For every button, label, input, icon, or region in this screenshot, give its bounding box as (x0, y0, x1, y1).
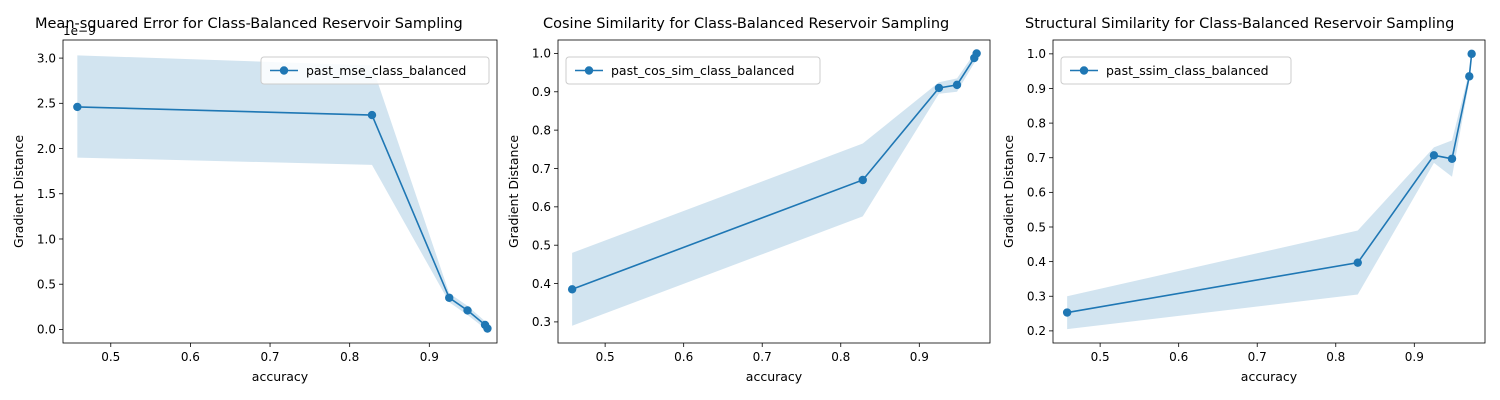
y-tick-label: 0.7 (1027, 151, 1046, 165)
y-tick-label: 0.5 (532, 238, 551, 252)
y-tick-label: 0.9 (1027, 82, 1046, 96)
y-tick-label: 0.9 (532, 85, 551, 99)
y-tick-label: 0.5 (37, 278, 56, 292)
y-tick-label: 0.6 (1027, 186, 1046, 200)
y-tick-label: 0.7 (532, 162, 551, 176)
x-tick-label: 0.9 (420, 350, 439, 364)
y-axis-label: Gradient Distance (1001, 135, 1016, 248)
y-tick-label: 0.8 (1027, 116, 1046, 130)
x-tick-label: 0.6 (181, 350, 200, 364)
x-axis-label: accuracy (746, 369, 803, 384)
data-point (934, 83, 944, 93)
y-tick-label: 3.0 (37, 51, 56, 65)
legend-label: past_cos_sim_class_balanced (611, 63, 794, 78)
chart-title: Mean-squared Error for Class-Balanced Re… (35, 16, 463, 32)
x-axis-label: accuracy (1241, 369, 1298, 384)
data-point (1467, 49, 1476, 59)
x-tick-label: 0.5 (1091, 350, 1110, 364)
legend: past_ssim_class_balanced (1060, 56, 1292, 85)
x-tick-label: 0.6 (1169, 350, 1188, 364)
y-tick-label: 0.3 (1027, 290, 1046, 304)
legend-box (565, 56, 821, 85)
plot-frame (557, 39, 991, 344)
x-tick-label: 0.9 (1405, 350, 1424, 364)
legend-marker (279, 66, 289, 75)
y-tick-label: 2.0 (37, 142, 56, 156)
legend-box (260, 56, 490, 85)
legend: past_cos_sim_class_balanced (565, 56, 821, 85)
legend-label: past_ssim_class_balanced (1106, 63, 1269, 78)
y-tick-label: 1.5 (37, 187, 56, 201)
chart-title: Structural Similarity for Class-Balanced… (1025, 16, 1454, 32)
data-point (1353, 258, 1362, 267)
y-tick-label: 0.4 (1027, 255, 1046, 269)
confidence-band (77, 55, 488, 331)
data-point (858, 175, 867, 185)
x-tick-label: 0.5 (101, 350, 120, 364)
data-point (972, 49, 981, 58)
y-axis-label: Gradient Distance (506, 135, 521, 248)
x-tick-label: 0.8 (340, 350, 359, 364)
data-point (952, 80, 962, 90)
data-point (1447, 154, 1457, 163)
data-point (1429, 151, 1439, 160)
y-tick-label: 1.0 (1027, 47, 1046, 61)
plot-frame (1052, 39, 1486, 344)
y-tick-label: 0.3 (532, 315, 551, 329)
chart-panel-3: Structural Similarity for Class-Balanced… (1001, 16, 1486, 384)
legend-marker (584, 66, 594, 75)
legend-box (1060, 56, 1292, 85)
confidence-band (572, 52, 977, 326)
data-point (73, 102, 82, 112)
x-tick-label: 0.9 (910, 350, 929, 364)
y-tick-label: 0.5 (1027, 220, 1046, 234)
y-offset-text: 1e−9 (63, 24, 96, 38)
y-tick-label: 0.6 (532, 200, 551, 214)
x-tick-label: 0.6 (674, 350, 693, 364)
y-axis-label: Gradient Distance (11, 135, 26, 248)
x-tick-label: 0.8 (831, 350, 850, 364)
x-tick-label: 0.7 (1248, 350, 1267, 364)
legend-label: past_mse_class_balanced (306, 63, 466, 78)
plot-frame (62, 39, 498, 344)
chart-title: Cosine Similarity for Class-Balanced Res… (543, 16, 949, 32)
data-point (567, 285, 577, 294)
x-tick-label: 0.5 (596, 350, 615, 364)
y-tick-label: 0.0 (37, 323, 56, 337)
y-tick-label: 0.2 (1027, 324, 1046, 338)
y-tick-label: 2.5 (37, 97, 56, 111)
x-tick-label: 0.7 (260, 350, 279, 364)
confidence-band (1067, 53, 1472, 330)
chart-panel-2: Cosine Similarity for Class-Balanced Res… (506, 16, 991, 384)
y-tick-label: 1.0 (37, 232, 56, 246)
x-axis-label: accuracy (252, 369, 309, 384)
legend: past_mse_class_balanced (260, 56, 490, 85)
data-point (483, 324, 492, 333)
chart-panel-1: Mean-squared Error for Class-Balanced Re… (11, 16, 498, 384)
y-tick-label: 0.4 (532, 277, 551, 291)
y-tick-label: 0.8 (532, 123, 551, 137)
y-tick-label: 1.0 (532, 47, 551, 61)
data-point (1465, 72, 1474, 81)
data-point (1062, 308, 1072, 317)
data-point (463, 306, 472, 315)
x-tick-label: 0.8 (1326, 350, 1345, 364)
data-point (445, 293, 454, 302)
legend-marker (1079, 66, 1089, 75)
x-tick-label: 0.7 (753, 350, 772, 364)
data-point (367, 110, 377, 120)
